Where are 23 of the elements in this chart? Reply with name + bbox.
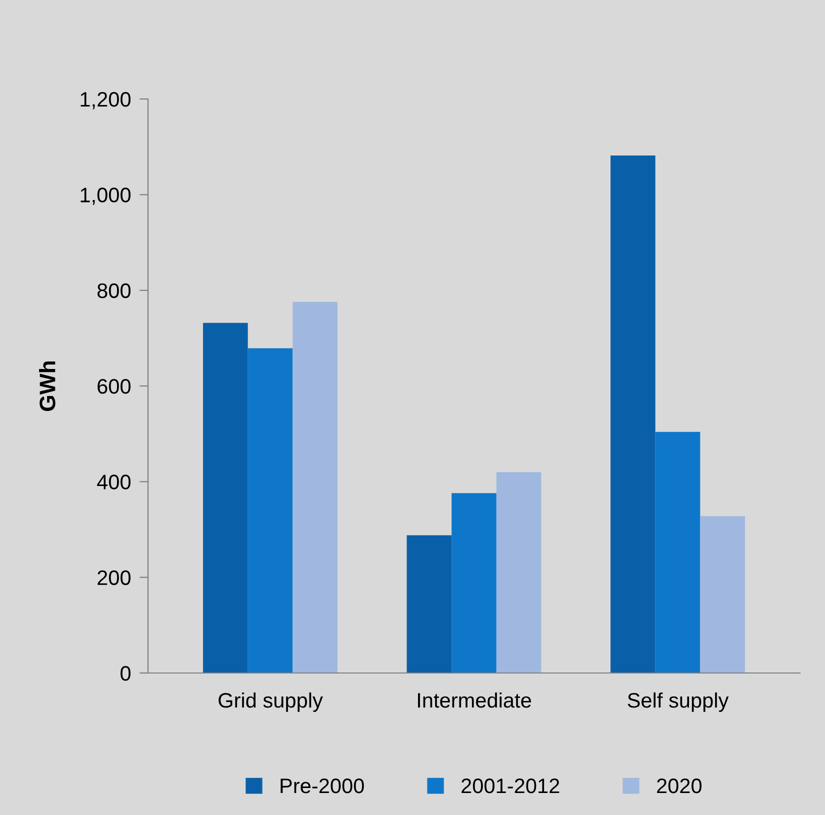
bar [700, 516, 745, 673]
legend-label: 2001-2012 [462, 778, 560, 794]
y-tick-label: 1,200 [80, 92, 131, 110]
bar [292, 302, 338, 673]
y-tick-label: 200 [98, 570, 131, 586]
x-tick-label: Self supply [628, 692, 729, 712]
y-tick-label: 600 [98, 379, 131, 394]
bar [496, 472, 542, 673]
x-tick-label: Grid supply [218, 692, 323, 712]
x-tick-label: Intermediate [418, 692, 531, 708]
y-tick-label: 1,000 [80, 188, 131, 205]
bar [655, 432, 700, 673]
bar [203, 322, 248, 673]
y-tick-label: 400 [97, 474, 131, 490]
y-tick-label: 0 [120, 666, 131, 681]
bar [610, 155, 656, 673]
bar [452, 493, 496, 673]
bar [406, 535, 452, 673]
legend-label: 2020 [657, 778, 702, 794]
y-tick-label: 800 [97, 283, 131, 298]
y-axis-title: GWh [39, 361, 56, 412]
bar [248, 348, 293, 673]
legend-label: Pre-2000 [280, 778, 364, 794]
